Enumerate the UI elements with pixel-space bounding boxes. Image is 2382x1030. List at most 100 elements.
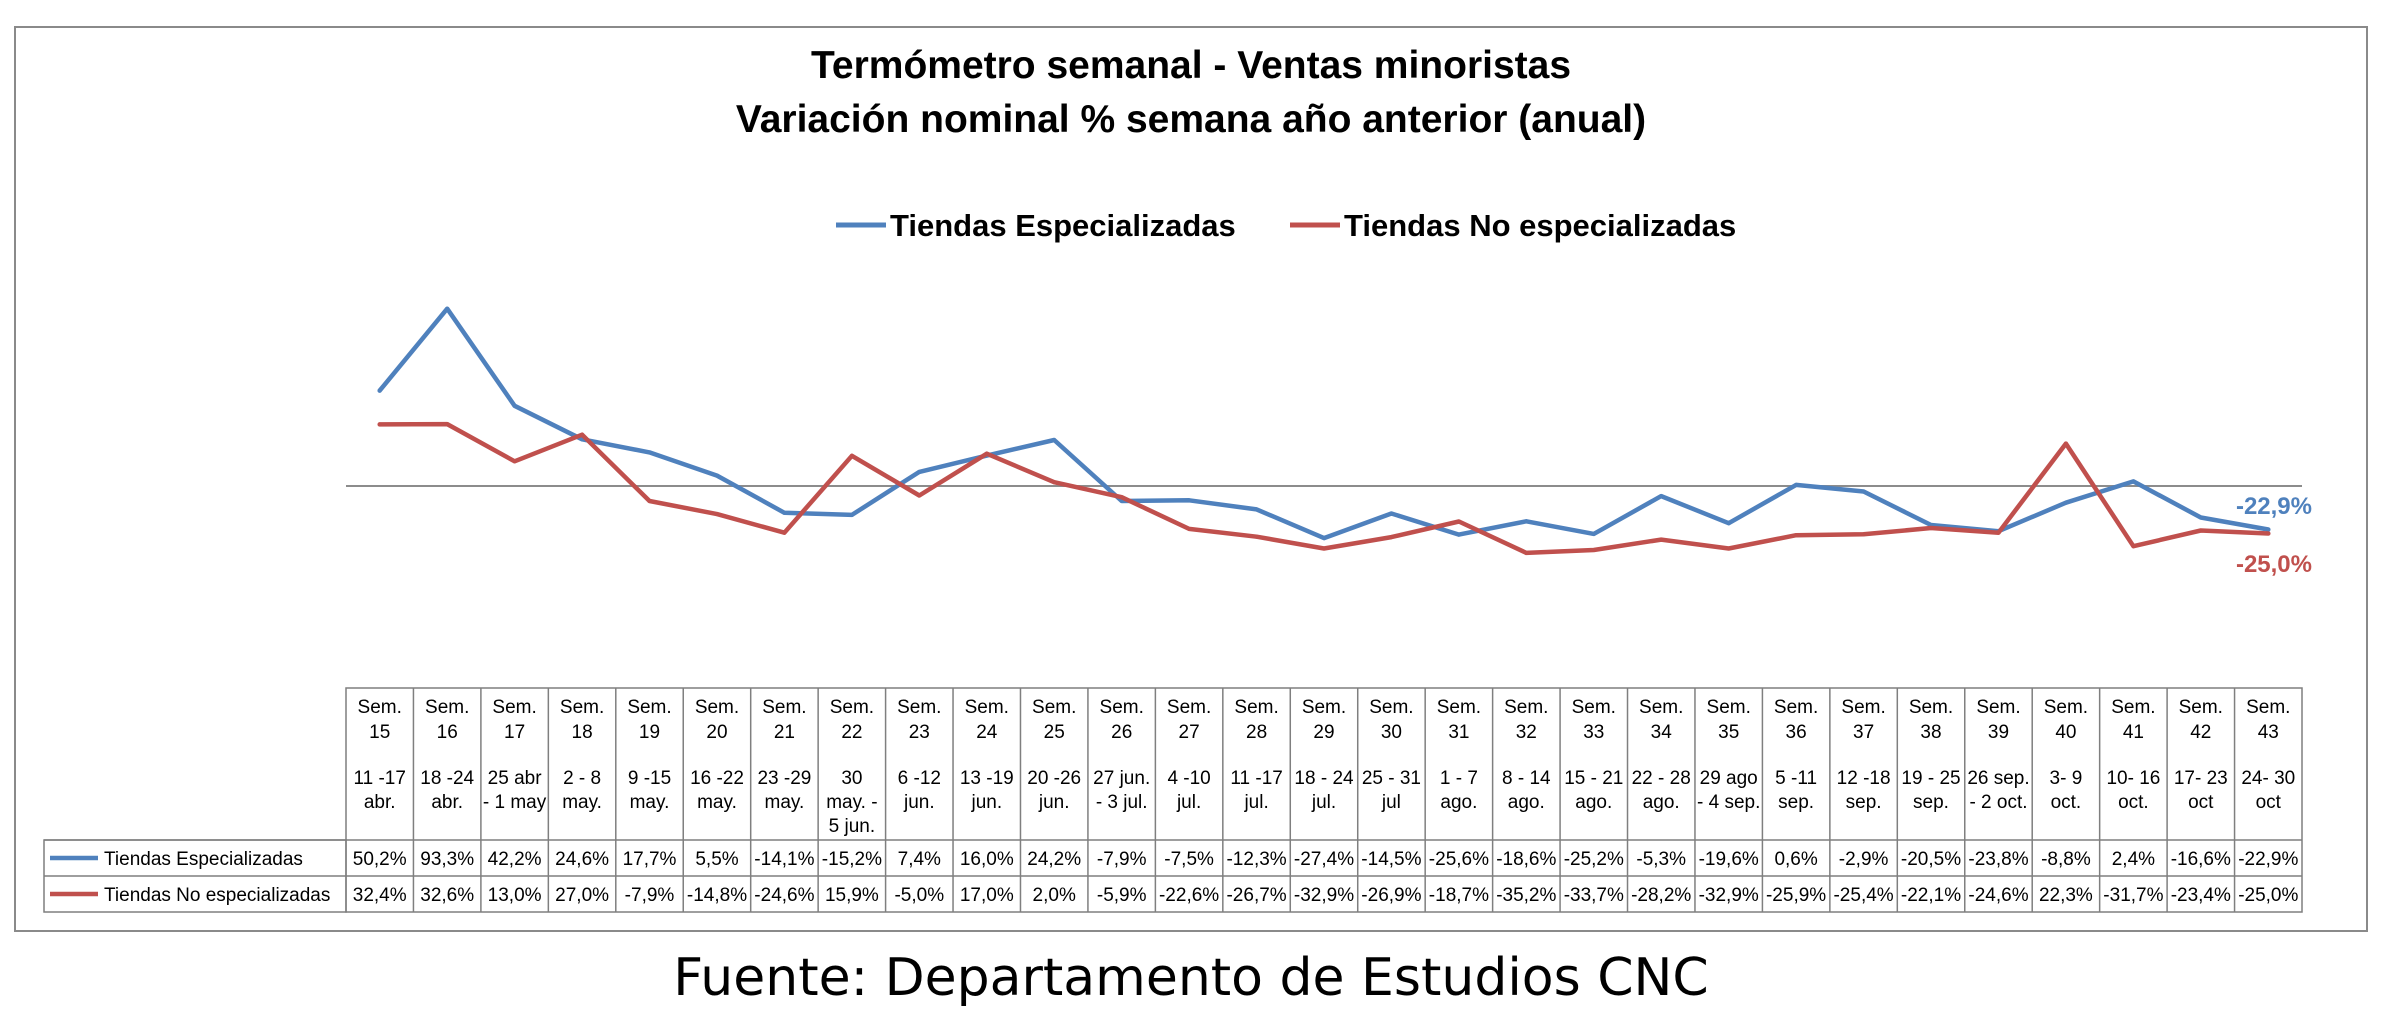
table-header-cell-3-line-2: 2 - 8 xyxy=(563,768,601,789)
table-header-cell-16-line-3: ago. xyxy=(1440,792,1477,813)
table-value-cell-s1-10: 2,0% xyxy=(1033,885,1076,906)
data-point-s1-17 xyxy=(1524,550,1529,555)
table-header-cell-9-line-3: jun. xyxy=(970,792,1002,813)
chart-title-line-1: Termómetro semanal - Ventas minoristas xyxy=(811,44,1571,87)
table-header-cell-7-line-1: 22 xyxy=(841,722,862,743)
table-value-cell-s1-11: -5,9% xyxy=(1097,885,1147,906)
table-header-cell-26-line-1: 41 xyxy=(2123,722,2144,743)
table-header-cell-28-line-0: Sem. xyxy=(2246,697,2290,718)
table-header-cell-12-line-0: Sem. xyxy=(1167,697,1211,718)
table-header-cell-8-line-0: Sem. xyxy=(897,697,941,718)
table-value-cell-s1-1: 32,6% xyxy=(420,885,474,906)
table-value-cell-s1-24: -24,6% xyxy=(1968,885,2028,906)
table-header-cell-25-line-2: 3- 9 xyxy=(2050,768,2083,789)
chart-svg: Termómetro semanal - Ventas minoristas V… xyxy=(43,44,2312,913)
table-header-cell-6-line-0: Sem. xyxy=(762,697,806,718)
table-value-cell-s0-6: -14,1% xyxy=(754,849,814,870)
table-header-cell-28-line-3: oct xyxy=(2256,792,2282,813)
table-header-cell-3-line-3: may. xyxy=(562,792,602,813)
table-header-cell-1-line-2: 18 -24 xyxy=(420,768,474,789)
table-value-cell-s1-8: -5,0% xyxy=(894,885,944,906)
data-point-s0-13 xyxy=(1254,507,1259,512)
table-header-cell-26-line-2: 10- 16 xyxy=(2106,768,2160,789)
table-header-cell-15-line-2: 25 - 31 xyxy=(1362,768,1421,789)
data-point-s0-14 xyxy=(1322,536,1326,541)
table-header-cell-2-line-2: 25 abr xyxy=(488,768,543,789)
table-header-cell-20-line-0: Sem. xyxy=(1707,697,1751,718)
table-value-cell-s0-13: -12,3% xyxy=(1226,849,1286,870)
table-value-cell-s1-13: -26,7% xyxy=(1226,885,1286,906)
table-header-cell-17-line-3: ago. xyxy=(1508,792,1545,813)
table-value-cell-s0-9: 16,0% xyxy=(960,849,1014,870)
table-header-cell-27-line-1: 42 xyxy=(2190,722,2211,743)
data-point-s1-12 xyxy=(1187,526,1192,531)
table-value-cell-s0-26: 2,4% xyxy=(2112,849,2155,870)
table-header-cell-6-line-2: 23 -29 xyxy=(757,768,811,789)
table-value-cell-s1-17: -35,2% xyxy=(1496,885,1556,906)
table-value-cell-s1-25: 22,3% xyxy=(2039,885,2093,906)
table-value-cell-s1-6: -24,6% xyxy=(754,885,814,906)
series-line-1 xyxy=(377,421,2271,556)
table-header-cell-13-line-3: jul. xyxy=(1243,792,1268,813)
table-header-cell-18-line-3: ago. xyxy=(1575,792,1612,813)
legend-label-no-especializadas: Tiendas No especializadas xyxy=(1344,208,1736,243)
table-value-cell-s0-21: 0,6% xyxy=(1774,849,1817,870)
data-point-s1-1 xyxy=(445,422,450,427)
table-header-cell-6-line-1: 21 xyxy=(774,722,795,743)
data-point-s1-10 xyxy=(1052,480,1057,485)
end-label-especializadas: -22,9% xyxy=(2236,493,2312,520)
data-point-s1-28 xyxy=(2266,531,2271,536)
data-point-s1-8 xyxy=(917,493,922,498)
table-header-cell-5-line-1: 20 xyxy=(706,722,727,743)
data-point-s0-5 xyxy=(715,473,719,478)
legend-label-especializadas: Tiendas Especializadas xyxy=(890,208,1236,243)
data-point-s0-22 xyxy=(1861,489,1866,494)
table-header-cell-28-line-2: 24- 30 xyxy=(2241,768,2295,789)
table-header-cell-18-line-2: 15 - 21 xyxy=(1564,768,1623,789)
table-header-cell-7-line-0: Sem. xyxy=(830,697,874,718)
data-point-s0-15 xyxy=(1389,511,1394,516)
table-header-cell-27-line-3: oct xyxy=(2188,792,2214,813)
table-value-cell-s0-19: -5,3% xyxy=(1636,849,1686,870)
data-point-s1-25 xyxy=(2063,441,2068,446)
table-header-cell-15-line-3: jul xyxy=(1381,792,1401,813)
table-header-cell-11-line-3: - 3 jul. xyxy=(1096,792,1148,813)
table-header-cell-9-line-1: 24 xyxy=(976,722,998,743)
table-header-cell-14-line-1: 29 xyxy=(1313,722,1334,743)
table-header-cell-10-line-1: 25 xyxy=(1044,722,1065,743)
data-point-s1-27 xyxy=(2198,528,2203,533)
data-table: Sem. 15 11 -17 abr. Sem. 16 18 -24 abr. Sem. 17 25… xyxy=(43,687,2303,913)
data-point-s1-13 xyxy=(1254,534,1259,539)
table-value-cell-s1-3: 27,0% xyxy=(555,885,609,906)
data-point-s1-16 xyxy=(1456,519,1461,524)
table-header-cell-3-line-1: 18 xyxy=(572,722,593,743)
table-header-cell-25-line-3: oct. xyxy=(2051,792,2082,813)
table-header-cell-21-line-1: 36 xyxy=(1786,722,1807,743)
table-header-cell-24-line-3: - 2 oct. xyxy=(1969,792,2027,813)
table-header-cell-4-line-0: Sem. xyxy=(627,697,671,718)
table-header-cell-0-line-2: 11 -17 xyxy=(353,768,405,789)
table-header-cell-13-line-2: 11 -17 xyxy=(1230,768,1282,789)
end-label-no-especializadas: -25,0% xyxy=(2236,551,2312,578)
table-header-border xyxy=(345,687,2303,913)
table-header-cell-17-line-2: 8 - 14 xyxy=(1502,768,1551,789)
table-value-cell-s1-26: -31,7% xyxy=(2103,885,2163,906)
table-header-cell-22-line-2: 12 -18 xyxy=(1837,768,1891,789)
table-header-cell-2-line-1: 17 xyxy=(504,722,525,743)
table-header-cell-10-line-3: jun. xyxy=(1038,792,1070,813)
table-header-cell-9-line-0: Sem. xyxy=(965,697,1009,718)
table-header-cell-8-line-2: 6 -12 xyxy=(898,768,941,789)
table-header-cell-6-line-3: may. xyxy=(765,792,805,813)
data-point-s0-20 xyxy=(1726,521,1731,526)
table-header-cell-22-line-3: sep. xyxy=(1846,792,1882,813)
table-header-cell-24-line-1: 39 xyxy=(1988,722,2009,743)
table-header-cell-5-line-2: 16 -22 xyxy=(690,768,744,789)
data-point-s1-24 xyxy=(1996,530,2001,535)
table-header-cell-25-line-0: Sem. xyxy=(2044,697,2088,718)
table-header-cell-19-line-0: Sem. xyxy=(1639,697,1683,718)
data-point-s0-2 xyxy=(512,403,517,408)
table-value-cell-s0-27: -16,6% xyxy=(2171,849,2231,870)
table-value-cell-s0-8: 7,4% xyxy=(898,849,941,870)
table-value-cell-s0-1: 93,3% xyxy=(420,849,474,870)
table-header-cell-0-line-1: 15 xyxy=(369,722,390,743)
